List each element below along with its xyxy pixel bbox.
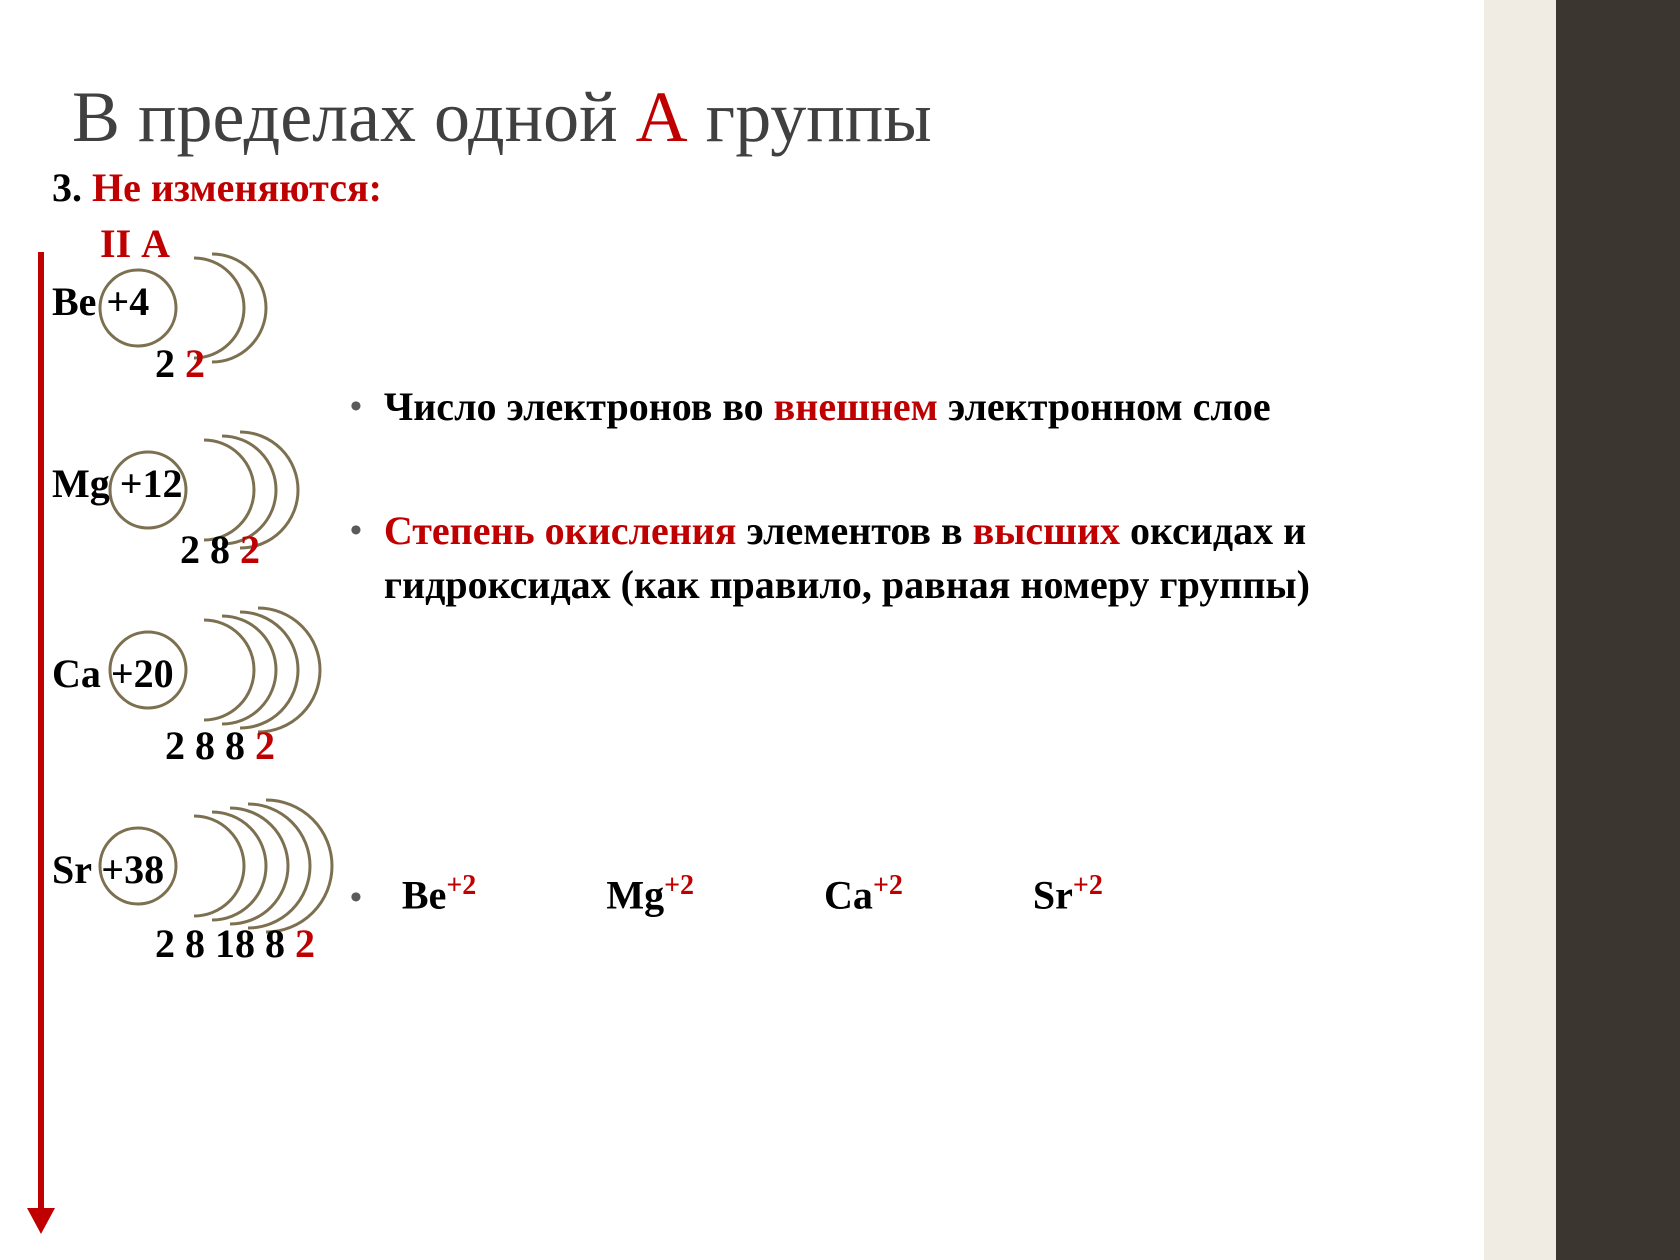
shell-config: 2 8 18 8 2: [155, 920, 315, 967]
bullet-list: • Число электронов во внешнем электронном…: [350, 380, 1420, 682]
subtitle: 3. Не изменяются:: [52, 164, 382, 211]
bullet-text: Степень окисления элементов в высших окс…: [384, 504, 1420, 612]
shell-config: 2 8 8 2: [165, 722, 275, 769]
bullet-dot: •: [350, 871, 362, 925]
title-accent: А: [636, 77, 688, 157]
oxidation-item: Mg+2: [606, 870, 694, 918]
sidebar-light-stripe: [1484, 0, 1556, 1260]
down-arrow: [38, 252, 44, 1212]
bullet-dot: •: [350, 504, 362, 558]
bullet-item: • Число электронов во внешнем электронном…: [350, 380, 1420, 434]
oxidation-item: Sr+2: [1033, 870, 1103, 918]
subtitle-num: 3.: [52, 165, 92, 210]
shell-config: 2 8 2: [180, 526, 260, 573]
oxidation-item: Ca+2: [824, 870, 903, 918]
slide: В пределах одной А группы 3. Не изменяют…: [0, 0, 1556, 1260]
sidebar-dark-stripe: [1556, 0, 1680, 1260]
oxidation-row: • Be+2 Mg+2 Ca+2 Sr+2: [350, 870, 1420, 926]
subtitle-text: Не изменяются:: [92, 165, 382, 210]
shell-config: 2 2: [155, 340, 205, 387]
title-part3: группы: [688, 77, 932, 157]
bullet-text: Число электронов во внешнем электронном …: [384, 380, 1271, 434]
bullet-item: • Степень окисления элементов в высших ок…: [350, 504, 1420, 612]
slide-title: В пределах одной А группы: [72, 76, 932, 159]
title-part1: В пределах одной: [72, 77, 636, 157]
bullet-dot: •: [350, 380, 362, 434]
oxidation-item: Be+2: [402, 870, 476, 918]
